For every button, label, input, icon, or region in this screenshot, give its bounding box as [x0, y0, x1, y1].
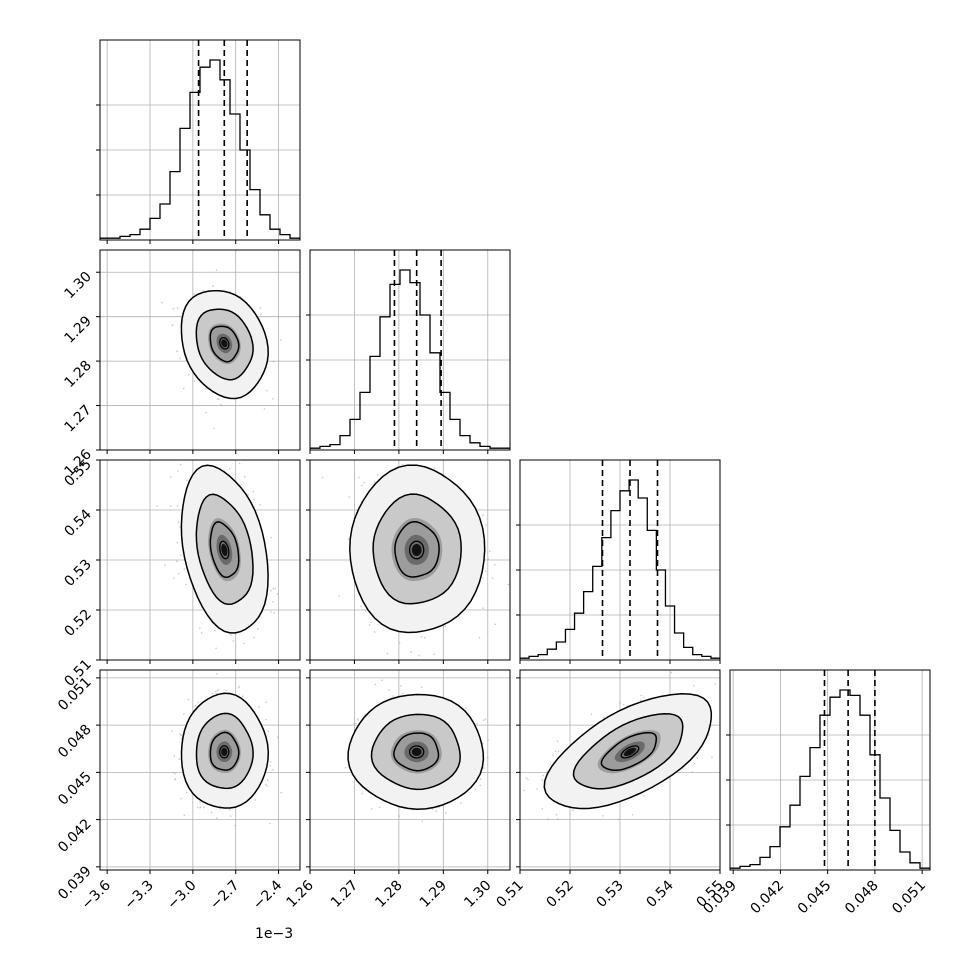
contour-line [347, 693, 485, 810]
x-tick-label: 1.26 [283, 877, 316, 910]
diag-panel-3 [726, 669, 931, 871]
contour-line [408, 745, 425, 759]
pair-panel-2-0 [99, 459, 301, 661]
histogram-step [730, 689, 930, 870]
x-tick-label: 1.27 [328, 878, 361, 911]
contour-line [180, 692, 270, 809]
contour-line [219, 337, 230, 350]
x-tick-label: 1.30 [461, 878, 494, 911]
y-tick-label: 1.28 [61, 358, 94, 391]
panel-frame [729, 669, 931, 871]
panel-frame [99, 249, 301, 451]
panel-frame [309, 669, 511, 871]
contour-line [543, 693, 713, 810]
density-peak [411, 544, 422, 556]
contour-line [620, 745, 640, 759]
x-tick-label: 0.54 [643, 877, 676, 910]
panel-frame [99, 39, 301, 241]
x-offset-label: 1e−3 [255, 926, 293, 942]
contour-line [394, 521, 440, 578]
density-peak [411, 747, 422, 756]
x-tick-label: 0.52 [543, 878, 576, 911]
x-tick-label: 0.051 [889, 878, 929, 918]
y-tick-label: 1.30 [61, 269, 94, 302]
diag-panel-2 [516, 459, 721, 661]
contour-line [219, 745, 230, 759]
y-tick-label: 0.048 [55, 722, 95, 762]
contour-line [209, 325, 240, 363]
panel-content [100, 250, 300, 450]
contour-line [180, 290, 269, 400]
pair-panel-3-2 [519, 669, 721, 871]
x-tick-label: 0.51 [493, 878, 526, 911]
y-tick-label: 1.29 [61, 313, 94, 346]
diag-panel-1 [306, 249, 511, 451]
pair-panel-1-0 [99, 249, 301, 451]
contour-line [572, 713, 684, 790]
density-peak [221, 747, 228, 756]
contour-line [349, 464, 486, 634]
y-tick-label: 0.54 [61, 506, 94, 539]
contour-line [180, 464, 269, 634]
x-tick-label: −2.7 [207, 878, 242, 913]
panel-content [100, 670, 300, 870]
contour-line [195, 712, 254, 790]
panel-frame [309, 249, 511, 451]
y-tick-label: 0.045 [55, 769, 95, 809]
x-tick-label: 0.045 [795, 878, 835, 918]
contour-line [372, 493, 462, 605]
diag-panel-0 [96, 39, 301, 241]
x-tick-label: 1.29 [417, 878, 450, 911]
contour-line [219, 540, 230, 560]
panel-frame [99, 669, 301, 871]
pair-panel-3-0 [99, 669, 301, 871]
y-tick-label: 1.27 [61, 402, 94, 435]
panel-content [310, 460, 510, 660]
contour-line [600, 731, 658, 772]
contour-line [393, 732, 440, 772]
contour-line [195, 493, 254, 606]
x-tick-label: 0.042 [748, 878, 788, 918]
x-tick-label: 0.048 [842, 878, 882, 918]
y-tick-label: 0.53 [61, 557, 94, 590]
x-tick-label: 0.53 [593, 878, 626, 911]
contour-line [209, 521, 240, 579]
pair-panel-3-1 [309, 669, 511, 871]
y-tick-label: 0.042 [55, 816, 95, 856]
density-peak [624, 747, 636, 756]
x-tick-label: −3.0 [164, 878, 199, 913]
x-tick-label: −3.3 [121, 878, 156, 913]
panel-content [100, 460, 300, 660]
contour-line [209, 731, 240, 771]
x-tick-label: 1.28 [372, 878, 405, 911]
density-peak [221, 544, 228, 556]
histogram-step [520, 479, 720, 660]
y-tick-label: 0.52 [61, 607, 94, 640]
histogram-step [100, 59, 300, 240]
density-peak [221, 339, 228, 348]
x-tick-label: −2.4 [250, 877, 285, 912]
contour-line [370, 713, 461, 791]
contour-line [408, 540, 425, 560]
pair-panel-2-1 [309, 459, 511, 661]
contour-line [195, 308, 254, 381]
panel-content [520, 670, 720, 870]
panel-content [310, 670, 510, 870]
histogram-step [310, 269, 510, 450]
